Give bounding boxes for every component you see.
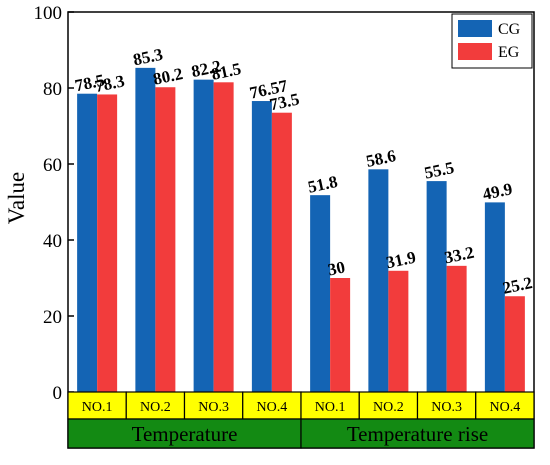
y-tick-label: 60 <box>43 155 62 176</box>
bar-eg <box>97 94 118 393</box>
bar-eg <box>330 278 351 392</box>
bar-value-label: 80.2 <box>151 64 184 89</box>
category-label: NO.3 <box>198 400 229 415</box>
bar-value-label: 55.5 <box>423 158 456 183</box>
bar-eg <box>155 87 176 393</box>
legend-label-eg: EG <box>498 44 520 61</box>
bar-cg <box>310 195 331 392</box>
category-label: NO.4 <box>257 400 288 415</box>
y-tick-label: 40 <box>43 231 62 252</box>
bar-cg <box>368 169 389 392</box>
bar-cg <box>426 181 447 392</box>
group-label: Temperature <box>132 422 238 446</box>
bar-eg <box>271 112 292 392</box>
legend-swatch-cg <box>458 20 492 37</box>
bar-value-label: 30 <box>326 257 347 279</box>
group-box <box>67 418 302 449</box>
bar-value-label: 51.8 <box>306 172 339 197</box>
legend-label-cg: CG <box>498 21 521 38</box>
category-label: NO.3 <box>431 400 462 415</box>
category-label: NO.1 <box>315 400 346 415</box>
group-label: Temperature rise <box>347 422 488 446</box>
bar-value-label: 58.6 <box>364 146 397 171</box>
legend-swatch-eg <box>458 43 492 60</box>
bar-value-label: 33.2 <box>443 243 476 268</box>
category-box <box>125 391 186 420</box>
bar-value-label: 85.3 <box>131 45 164 70</box>
bar-value-label: 25.2 <box>501 273 534 298</box>
bar-eg <box>388 270 409 392</box>
bar-cg <box>251 101 272 392</box>
y-tick-label: 0 <box>53 383 63 404</box>
bar-cg <box>77 93 98 392</box>
category-box <box>183 391 244 420</box>
category-label: NO.1 <box>82 400 113 415</box>
category-label: NO.2 <box>373 400 404 415</box>
bar-value-label: 31.9 <box>384 248 417 273</box>
bar-eg <box>446 265 467 392</box>
category-box <box>242 391 302 420</box>
bar-cg <box>484 202 505 392</box>
y-tick-label: 20 <box>43 307 62 328</box>
bar-cg <box>193 79 214 392</box>
y-axis-label: Value <box>4 172 29 224</box>
bar-eg <box>504 296 525 392</box>
category-box <box>416 391 477 420</box>
bar-value-label: 49.9 <box>481 179 514 204</box>
bar-eg <box>213 82 234 393</box>
category-label: NO.4 <box>490 400 521 415</box>
group-box <box>300 418 535 449</box>
y-tick-label: 80 <box>43 79 62 100</box>
bar-cg <box>135 67 156 393</box>
y-tick-label: 100 <box>34 3 63 24</box>
category-label: NO.2 <box>140 400 171 415</box>
